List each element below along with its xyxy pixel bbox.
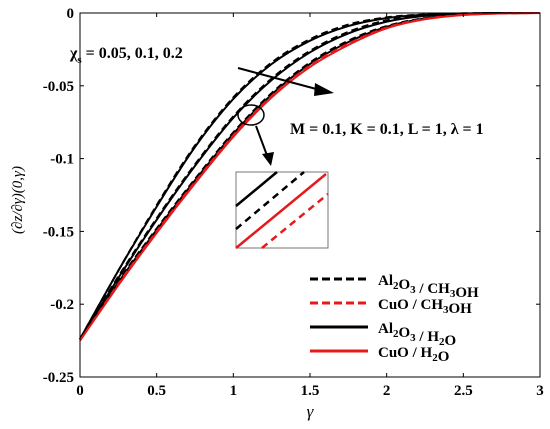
y-tick-label: -0.05	[43, 79, 74, 95]
y-tick-label: -0.15	[43, 224, 74, 240]
chi-annotation: χs = 0.05, 0.1, 0.2	[69, 45, 183, 66]
x-tick-label: 1	[230, 383, 238, 399]
x-tick-label: 1.5	[301, 383, 320, 399]
legend-label-4: CuO / H2O	[378, 345, 449, 365]
y-axis-label: (∂z/∂γ)(0,γ)	[10, 166, 26, 234]
y-tick-label: -0.2	[50, 297, 74, 313]
x-tick-label: 0	[76, 383, 84, 399]
zoom-inset	[235, 171, 329, 249]
chi-arrow-head	[314, 83, 334, 96]
zoom-arrow-head	[262, 152, 274, 166]
x-tick-label: 2.5	[454, 383, 473, 399]
y-tick-label: -0.1	[50, 152, 74, 168]
legend-label-1: Al2O3 / CH3OH	[378, 273, 479, 301]
inset-black-dashed	[235, 171, 305, 230]
legend-label-2: CuO / CH3OH	[378, 297, 472, 317]
x-tick-label: 0.5	[147, 383, 166, 399]
chi-arrow-line	[237, 67, 321, 91]
x-axis-label: γ	[307, 402, 315, 421]
y-tick-label: -0.25	[43, 370, 74, 386]
inset-red-solid	[235, 173, 327, 249]
x-axis-ticks: 0 0.5 1 1.5 2 2.5 3	[76, 13, 544, 399]
zoom-circle	[237, 104, 265, 126]
zoom-arrow-line	[255, 125, 269, 159]
inset-red-dashed	[261, 193, 329, 249]
parameters-annotation: M = 0.1, K = 0.1, L = 1, λ = 1	[290, 121, 484, 138]
y-axis-ticks: 0 -0.05 -0.1 -0.15 -0.2 -0.25	[43, 6, 540, 386]
legend-label-3: Al2O3 / H2O	[378, 321, 456, 349]
x-tick-label: 3	[536, 383, 544, 399]
inset-black-solid	[235, 171, 278, 207]
x-tick-label: 2	[383, 383, 391, 399]
y-tick-label: 0	[67, 6, 75, 22]
